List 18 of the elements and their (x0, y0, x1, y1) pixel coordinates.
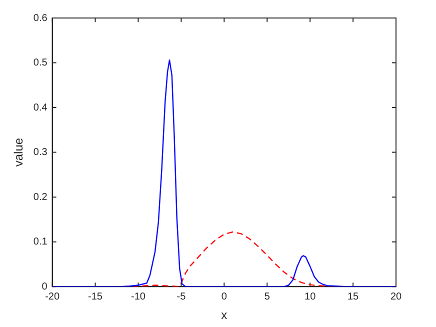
y-tick-label: 0.2 (33, 192, 48, 203)
y-axis-title: value (12, 138, 26, 167)
x-tick-label: -20 (45, 291, 60, 302)
x-tick-label: 5 (264, 291, 270, 302)
x-tick-label: 0 (221, 291, 228, 302)
x-tick-label: 20 (390, 291, 402, 302)
x-tick-label: -10 (131, 291, 146, 302)
x-tick-label: -5 (176, 291, 186, 302)
x-tick-label: 10 (304, 291, 316, 302)
y-tick-label: 0.5 (33, 58, 48, 69)
x-axis-title: x (221, 308, 228, 322)
x-tick-label: -15 (88, 291, 103, 302)
y-tick-label: 0.4 (33, 102, 48, 114)
y-tick-label: 0 (42, 281, 48, 292)
y-tick-label: 0.3 (33, 147, 48, 158)
y-tick-label: 0.1 (33, 236, 48, 248)
y-tick-label: 0.6 (33, 12, 48, 24)
x-tick-label: 15 (347, 291, 360, 302)
